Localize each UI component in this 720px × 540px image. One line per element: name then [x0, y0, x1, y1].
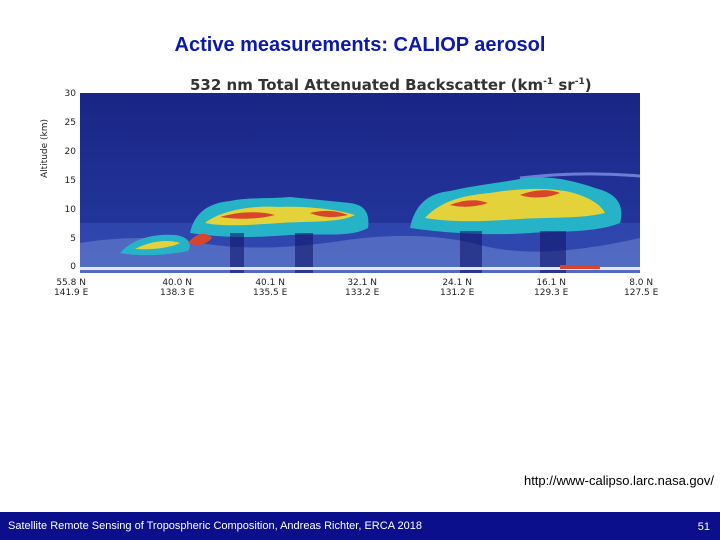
x-tick-longitude: 129.3 E	[534, 288, 569, 298]
y-tick-label: 15	[64, 176, 76, 186]
x-tick-longitude: 135.5 E	[253, 288, 288, 298]
x-tick-label: 40.1 N 135.5 E	[253, 278, 287, 298]
x-tick-longitude: 127.5 E	[624, 288, 659, 298]
x-tick-latitude: 24.1 N	[442, 278, 472, 288]
figure-title-text: 532 nm Total Attenuated Backscatter (km	[190, 76, 544, 94]
y-tick-label: 5	[70, 234, 76, 244]
backscatter-curtain-plot	[80, 93, 640, 273]
slide-title: Active measurements: CALIOP aerosol	[174, 34, 546, 56]
page-number: 51	[697, 521, 710, 533]
x-tick-latitude: 32.1 N	[347, 278, 377, 288]
figure-title-close: )	[584, 76, 592, 94]
x-tick-latitude: 8.0 N	[629, 278, 654, 288]
source-url[interactable]: http://www-calipso.larc.nasa.gov/	[523, 473, 714, 488]
x-tick-label: 32.1 N 133.2 E	[345, 278, 379, 298]
y-tick-label: 20	[64, 147, 76, 157]
figure-title: 532 nm Total Attenuated Backscatter (km-…	[190, 76, 592, 94]
y-tick-label: 10	[64, 205, 76, 215]
footer-text: Satellite Remote Sensing of Tropospheric…	[8, 520, 422, 532]
x-tick-longitude: 131.2 E	[440, 288, 475, 298]
x-tick-label: 8.0 N 127.5 E	[624, 278, 658, 298]
x-tick-longitude: 133.2 E	[345, 288, 380, 298]
figure-title-unit: sr	[553, 76, 575, 94]
backscatter-curtain-image	[80, 93, 640, 273]
figure-title-exponent-1: -1	[543, 77, 554, 87]
x-tick-latitude: 55.8 N	[56, 278, 86, 288]
backscatter-figure: 532 nm Total Attenuated Backscatter (km-…	[40, 68, 680, 308]
y-tick-label: 0	[70, 262, 76, 272]
x-tick-label: 40.0 N 138.3 E	[160, 278, 194, 298]
x-tick-label: 16.1 N 129.3 E	[534, 278, 568, 298]
figure-title-exponent-2: -1	[574, 77, 585, 87]
x-tick-label: 24.1 N 131.2 E	[440, 278, 474, 298]
y-axis-label: Altitude (km)	[40, 118, 50, 178]
y-tick-label: 25	[64, 118, 76, 128]
x-tick-latitude: 40.1 N	[255, 278, 285, 288]
x-tick-latitude: 40.0 N	[162, 278, 192, 288]
y-tick-label: 30	[64, 89, 76, 99]
x-tick-latitude: 16.1 N	[536, 278, 566, 288]
x-tick-longitude: 138.3 E	[160, 288, 195, 298]
footer-bar: Satellite Remote Sensing of Tropospheric…	[0, 512, 720, 540]
x-tick-longitude: 141.9 E	[54, 288, 89, 298]
x-tick-label: 55.8 N 141.9 E	[54, 278, 88, 298]
